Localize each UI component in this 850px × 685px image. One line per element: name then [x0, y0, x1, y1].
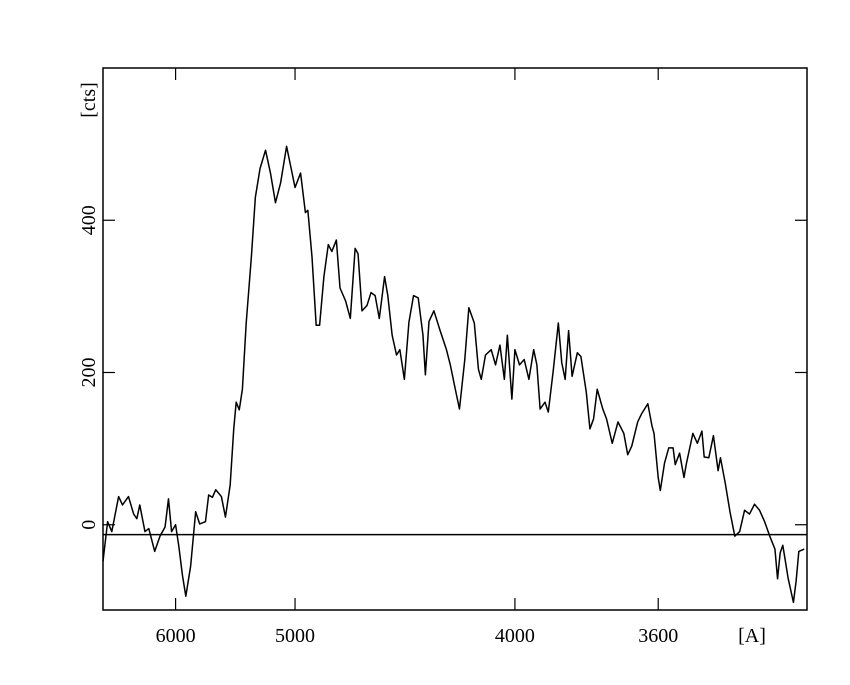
x-axis-label: [A] — [738, 625, 766, 647]
y-tick-label: 200 — [78, 357, 100, 387]
x-tick-label: 4000 — [495, 625, 535, 647]
x-tick-label: 3600 — [638, 625, 678, 647]
x-tick-label: 6000 — [156, 625, 196, 647]
spectrum-line — [102, 145, 805, 604]
x-tick-label: 5000 — [275, 625, 315, 647]
y-tick-label: 400 — [78, 205, 100, 235]
plot-frame — [102, 67, 808, 611]
y-axis-label: [cts] — [78, 82, 100, 118]
y-tick-label: 0 — [78, 520, 100, 530]
